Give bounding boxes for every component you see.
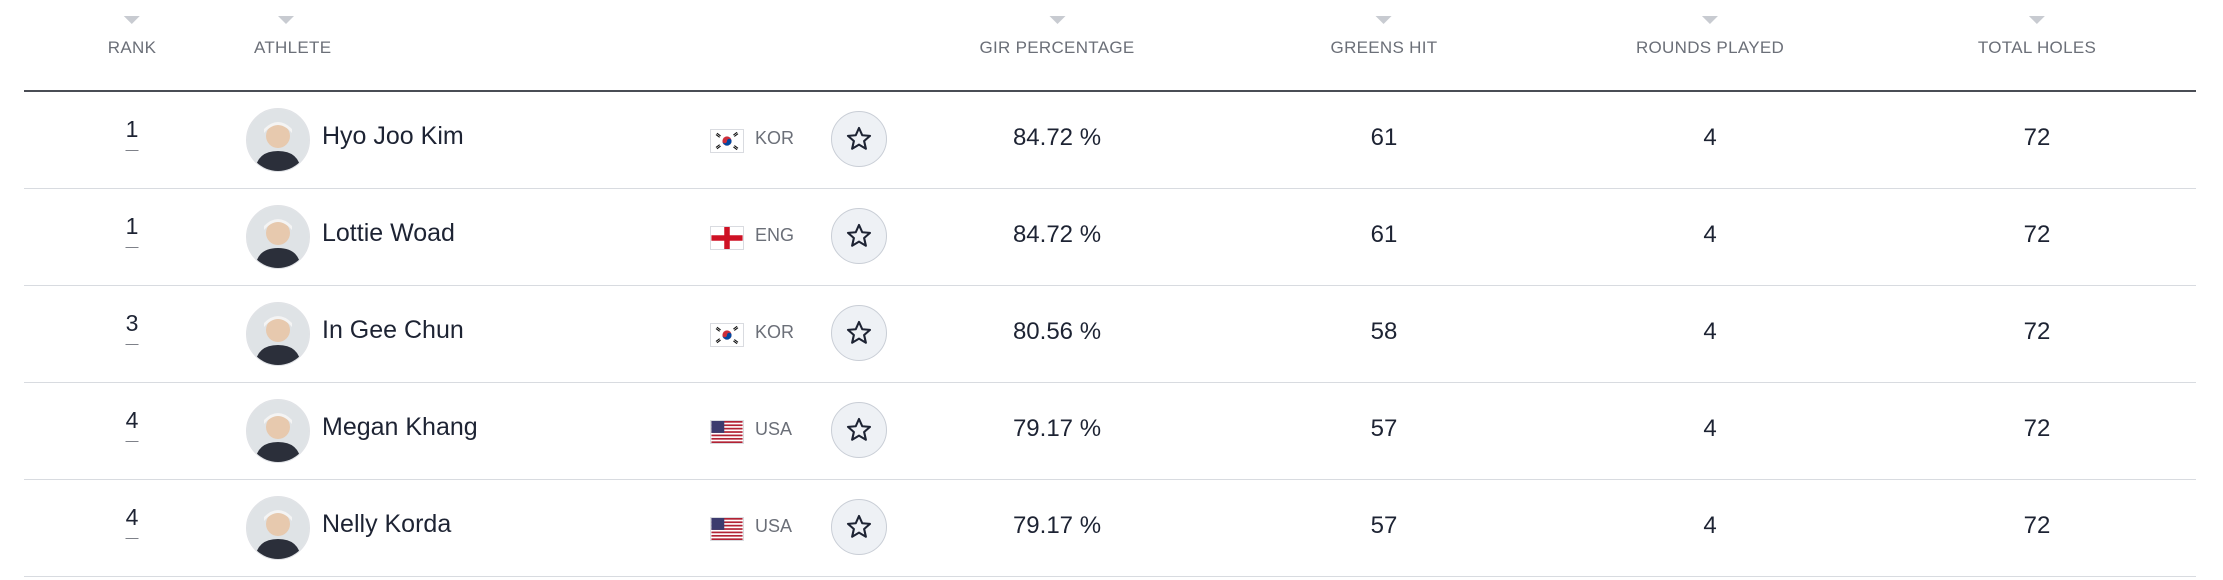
athlete-name-link[interactable]: Hyo Joo Kim bbox=[322, 122, 464, 150]
rank-cell: 4 — bbox=[125, 407, 139, 448]
favorite-button[interactable] bbox=[831, 305, 887, 361]
greens-hit-cell: 58 bbox=[1370, 318, 1398, 345]
sort-arrow-icon[interactable] bbox=[278, 16, 294, 24]
column-label: TOTAL HOLES bbox=[1977, 38, 2097, 57]
kor-flag-icon bbox=[710, 323, 744, 347]
gir-stats-table: RANK ATHLETE GIR PERCENTAGE GREENS HIT R… bbox=[24, 0, 2196, 577]
athlete-photo-icon bbox=[247, 206, 309, 268]
table-header: RANK ATHLETE GIR PERCENTAGE GREENS HIT R… bbox=[24, 0, 2196, 92]
total-holes-cell: 72 bbox=[2023, 415, 2051, 442]
column-label: GIR PERCENTAGE bbox=[979, 38, 1135, 57]
athlete-photo-icon bbox=[247, 497, 309, 559]
column-header-rank[interactable]: RANK bbox=[108, 16, 156, 58]
total-holes-cell: 72 bbox=[2023, 221, 2051, 248]
gir-percentage-cell: 84.72 % bbox=[1012, 124, 1102, 151]
column-header-athlete[interactable]: ATHLETE bbox=[254, 16, 331, 58]
usa-flag-icon bbox=[710, 517, 744, 541]
gir-percentage-cell: 79.17 % bbox=[1012, 415, 1102, 442]
athlete-photo-icon bbox=[247, 400, 309, 462]
kor-flag-icon bbox=[710, 129, 744, 153]
country-code: KOR bbox=[755, 128, 795, 148]
star-icon bbox=[846, 514, 872, 538]
rounds-played-cell: 4 bbox=[1703, 221, 1717, 248]
gir-percentage-cell: 84.72 % bbox=[1012, 221, 1102, 248]
column-header-total-holes[interactable]: TOTAL HOLES bbox=[1978, 16, 2096, 58]
athlete-avatar[interactable] bbox=[246, 399, 310, 463]
rank-cell: 1 — bbox=[125, 213, 139, 254]
column-label: GREENS HIT bbox=[1330, 38, 1438, 57]
country-code: USA bbox=[755, 516, 793, 536]
gir-percentage-cell: 79.17 % bbox=[1012, 512, 1102, 539]
rank-value: 4 bbox=[125, 504, 139, 530]
rank-movement: — bbox=[125, 433, 139, 448]
rank-value: 4 bbox=[125, 407, 139, 433]
sort-arrow-icon[interactable] bbox=[1049, 16, 1065, 24]
athlete-avatar[interactable] bbox=[246, 302, 310, 366]
favorite-button[interactable] bbox=[831, 111, 887, 167]
star-icon bbox=[846, 417, 872, 441]
sort-arrow-icon[interactable] bbox=[1702, 16, 1718, 24]
rounds-played-cell: 4 bbox=[1703, 512, 1717, 539]
eng-flag-icon bbox=[710, 226, 744, 250]
favorite-button[interactable] bbox=[831, 499, 887, 555]
athlete-name-link[interactable]: Nelly Korda bbox=[322, 510, 452, 538]
greens-hit-cell: 61 bbox=[1370, 221, 1398, 248]
rank-value: 1 bbox=[125, 116, 139, 142]
table-row[interactable]: 4 — Nelly Korda USA 79.17 % 57 4 72 bbox=[24, 480, 2196, 577]
column-label: ROUNDS PLAYED bbox=[1635, 38, 1785, 57]
column-label: RANK bbox=[107, 38, 157, 57]
total-holes-cell: 72 bbox=[2023, 318, 2051, 345]
column-header-rounds-played[interactable]: ROUNDS PLAYED bbox=[1636, 16, 1784, 58]
athlete-name-link[interactable]: In Gee Chun bbox=[322, 316, 464, 344]
favorite-button[interactable] bbox=[831, 402, 887, 458]
star-icon bbox=[846, 126, 872, 150]
athlete-avatar[interactable] bbox=[246, 108, 310, 172]
athlete-name-link[interactable]: Megan Khang bbox=[322, 413, 478, 441]
total-holes-cell: 72 bbox=[2023, 124, 2051, 151]
athlete-name-link[interactable]: Lottie Woad bbox=[322, 219, 455, 247]
rank-value: 3 bbox=[125, 310, 139, 336]
rank-cell: 3 — bbox=[125, 310, 139, 351]
gir-percentage-cell: 80.56 % bbox=[1012, 318, 1102, 345]
country-code: KOR bbox=[755, 322, 795, 342]
athlete-avatar[interactable] bbox=[246, 496, 310, 560]
favorite-button[interactable] bbox=[831, 208, 887, 264]
rounds-played-cell: 4 bbox=[1703, 124, 1717, 151]
greens-hit-cell: 57 bbox=[1370, 415, 1398, 442]
greens-hit-cell: 57 bbox=[1370, 512, 1398, 539]
athlete-photo-icon bbox=[247, 109, 309, 171]
rank-cell: 1 — bbox=[125, 116, 139, 157]
rank-movement: — bbox=[125, 530, 139, 545]
rounds-played-cell: 4 bbox=[1703, 318, 1717, 345]
table-row[interactable]: 1 — Lottie Woad ENG 84.72 % 61 4 72 bbox=[24, 189, 2196, 286]
sort-arrow-icon[interactable] bbox=[1376, 16, 1392, 24]
rank-cell: 4 — bbox=[125, 504, 139, 545]
total-holes-cell: 72 bbox=[2023, 512, 2051, 539]
rank-movement: — bbox=[125, 336, 139, 351]
athlete-avatar[interactable] bbox=[246, 205, 310, 269]
column-label: ATHLETE bbox=[254, 38, 332, 57]
rank-movement: — bbox=[125, 239, 139, 254]
country-code: ENG bbox=[755, 225, 795, 245]
greens-hit-cell: 61 bbox=[1370, 124, 1398, 151]
usa-flag-icon bbox=[710, 420, 744, 444]
table-row[interactable]: 3 — In Gee Chun KOR 80.56 % 58 4 72 bbox=[24, 286, 2196, 383]
sort-arrow-icon[interactable] bbox=[124, 16, 140, 24]
athlete-photo-icon bbox=[247, 303, 309, 365]
column-header-greens-hit[interactable]: GREENS HIT bbox=[1331, 16, 1438, 58]
table-row[interactable]: 1 — Hyo Joo Kim KOR 84.72 % 61 4 72 bbox=[24, 92, 2196, 189]
table-body: 1 — Hyo Joo Kim KOR 84.72 % 61 4 72 1 — bbox=[24, 92, 2196, 577]
sort-arrow-icon[interactable] bbox=[2029, 16, 2045, 24]
table-row[interactable]: 4 — Megan Khang USA 79.17 % 57 4 72 bbox=[24, 383, 2196, 480]
country-code: USA bbox=[755, 419, 793, 439]
rank-movement: — bbox=[125, 142, 139, 157]
rank-value: 1 bbox=[125, 213, 139, 239]
star-icon bbox=[846, 320, 872, 344]
star-icon bbox=[846, 223, 872, 247]
rounds-played-cell: 4 bbox=[1703, 415, 1717, 442]
column-header-gir-percentage[interactable]: GIR PERCENTAGE bbox=[979, 16, 1134, 58]
